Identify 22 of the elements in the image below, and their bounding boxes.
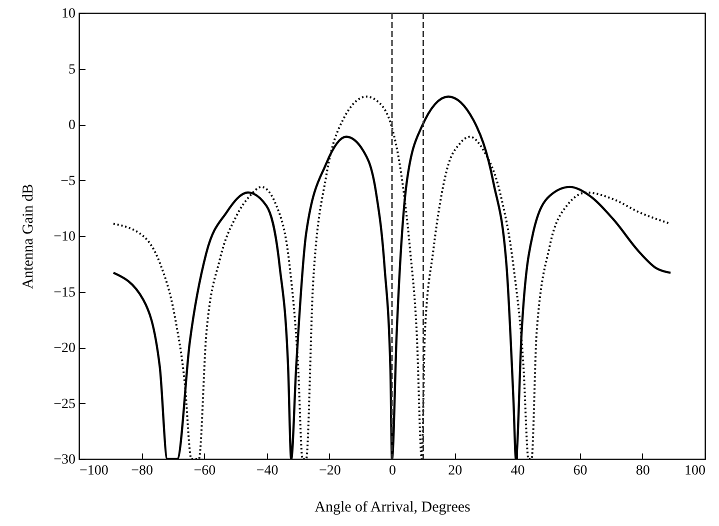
y-tick-label: −20 bbox=[54, 341, 76, 356]
x-tick-label: 100 bbox=[684, 464, 706, 478]
x-tick-label: 60 bbox=[573, 464, 588, 478]
y-tick-label: −5 bbox=[60, 174, 76, 189]
x-tick-label: 20 bbox=[448, 464, 462, 478]
y-tick-label: −25 bbox=[54, 396, 76, 412]
y-tick-label: 5 bbox=[68, 62, 76, 78]
x-axis-title: Angle of Arrival, Degrees bbox=[314, 500, 471, 516]
y-tick-label: −10 bbox=[54, 230, 76, 244]
x-tick-label: −20 bbox=[318, 464, 341, 478]
x-tick-label: −100 bbox=[80, 464, 108, 478]
y-axis-title: Antenna Gain dB bbox=[20, 184, 37, 289]
y-tick-label: 0 bbox=[68, 118, 76, 133]
x-tick-label: 40 bbox=[510, 464, 525, 478]
x-tick-label: −40 bbox=[256, 464, 278, 478]
y-tick-label: −15 bbox=[54, 285, 76, 300]
x-tick-label: 80 bbox=[636, 464, 650, 478]
y-tick-label: −30 bbox=[54, 452, 76, 468]
x-tick-label: −80 bbox=[131, 464, 154, 478]
y-tick-label: 10 bbox=[62, 6, 76, 22]
x-tick-label: 0 bbox=[389, 464, 396, 478]
x-tick-label: −60 bbox=[194, 464, 216, 478]
